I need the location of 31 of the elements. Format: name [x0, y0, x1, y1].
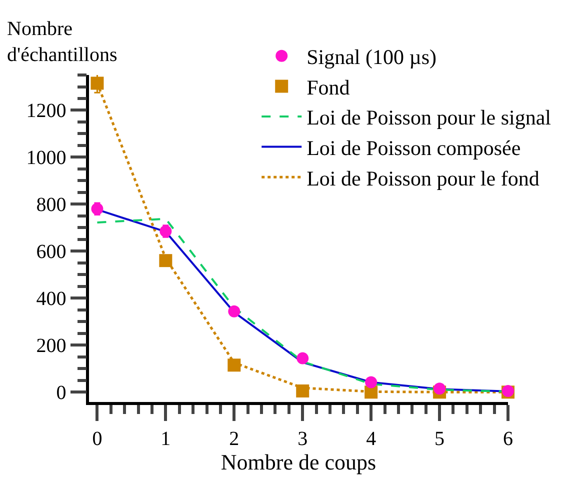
x-tick-label: 6 [503, 428, 513, 450]
y-tick-label: 600 [36, 241, 66, 264]
x-tick-label: 5 [434, 428, 445, 450]
y-tick-label: 1000 [26, 147, 66, 170]
x-tick-label: 1 [160, 428, 171, 450]
y-tick-label: 400 [36, 288, 66, 310]
legend-label: Loi de Poisson pour le fond [306, 166, 540, 190]
point [91, 202, 104, 215]
legend-label: Signal (100 µs) [306, 45, 437, 70]
point [296, 384, 310, 398]
y-tick-label: 200 [36, 335, 66, 358]
point [228, 358, 241, 372]
x-tick-label: 3 [298, 428, 308, 450]
point [228, 305, 240, 318]
y-tick-label: 0 [56, 382, 66, 404]
legend-label: Loi de Poisson composée [306, 136, 521, 160]
x-tick-label: 2 [229, 428, 240, 450]
x-axis-title: Nombre de coups [220, 450, 376, 475]
point [160, 225, 172, 238]
y-tick-label: 1200 [26, 100, 66, 122]
y-axis-title: Nombre d'échantillons [7, 18, 118, 66]
x-tick-label: 0 [92, 428, 102, 450]
legend-label: Fond [306, 75, 350, 100]
legend-label: Loi de Poisson pour le signal [306, 106, 552, 130]
point [296, 352, 309, 364]
point [90, 76, 104, 90]
point [434, 382, 446, 395]
point [365, 376, 378, 388]
point [159, 254, 172, 268]
y-tick-label: 800 [36, 194, 66, 216]
x-tick-label: 4 [366, 428, 376, 450]
